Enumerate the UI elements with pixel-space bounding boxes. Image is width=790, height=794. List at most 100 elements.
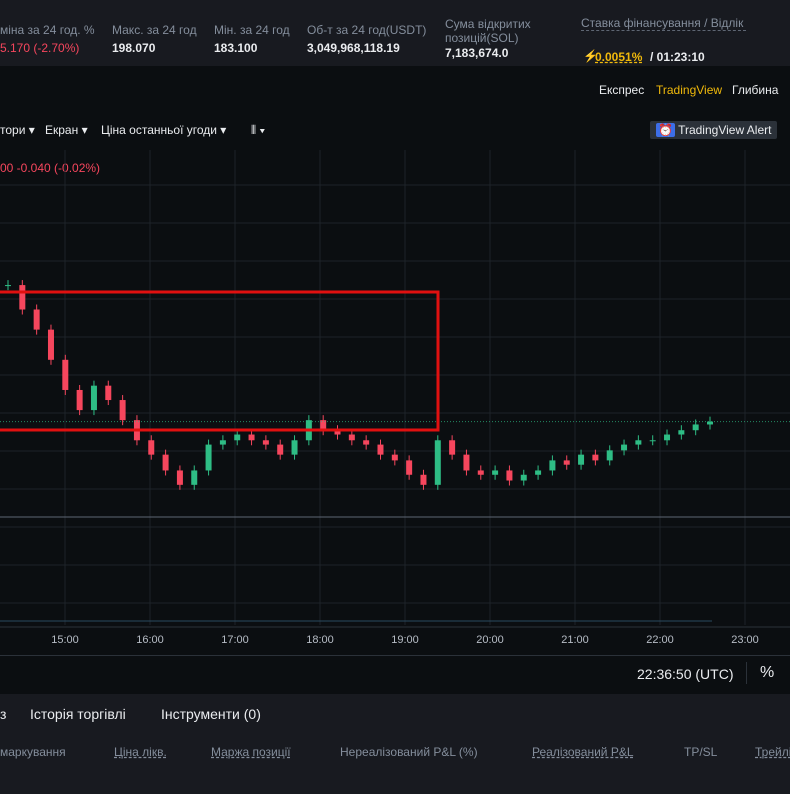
candle xyxy=(277,444,284,455)
candle xyxy=(105,385,112,401)
toolbar-text: Ціна останньої угоди xyxy=(101,123,217,137)
x-tick-label: 17:00 xyxy=(221,634,249,646)
status-bar xyxy=(0,655,790,691)
alert-icon: ⏰ xyxy=(656,123,675,137)
candle xyxy=(62,359,69,390)
candle xyxy=(463,454,470,471)
candle xyxy=(320,420,327,431)
candle xyxy=(664,434,671,441)
stat-label: міна за 24 год. % xyxy=(0,23,95,37)
ohlc-legend: 00 -0.040 (-0.02%) xyxy=(0,161,101,175)
x-tick-label: 18:00 xyxy=(306,634,334,646)
view-tab[interactable]: Глибина xyxy=(732,83,779,97)
candle xyxy=(47,329,54,360)
stat-value: 5.170 (-2.70%) xyxy=(0,41,80,55)
candle xyxy=(363,440,370,445)
candle xyxy=(162,454,169,471)
toolbar-item[interactable]: Ціна останньої угоди ▾ xyxy=(101,123,227,137)
candle xyxy=(506,470,513,481)
positions-panel xyxy=(0,690,790,794)
toolbar-item[interactable]: Екран ▾ xyxy=(45,123,88,137)
candle xyxy=(520,474,527,481)
column-header: Реалізований P&L xyxy=(532,745,634,759)
chart: 15:00 16:00 17:00 18:00 19:00 20:00 21:00 22:00… xyxy=(0,150,790,646)
candle xyxy=(176,470,183,485)
funding-countdown: / 01:23:10 xyxy=(650,50,705,64)
candle xyxy=(19,285,26,310)
candle xyxy=(635,440,642,445)
toolbar-text: тори xyxy=(0,123,26,137)
candle xyxy=(248,434,255,441)
candle xyxy=(578,454,585,465)
view-tab[interactable]: Експрес xyxy=(599,83,645,97)
alert-text: TradingView Alert xyxy=(678,123,772,137)
candle xyxy=(692,424,699,431)
stat-value: 7,183,674.0 xyxy=(445,46,509,60)
candle xyxy=(649,440,656,442)
view-tab[interactable]: TradingView xyxy=(656,83,723,97)
candle xyxy=(76,389,83,411)
toolbar-text: Екран xyxy=(45,123,79,137)
candle xyxy=(707,421,713,425)
header xyxy=(0,0,790,66)
candle xyxy=(334,430,341,435)
candle xyxy=(234,434,241,441)
percent-toggle[interactable]: % xyxy=(760,664,775,681)
x-tick-label: 21:00 xyxy=(561,634,589,646)
candle xyxy=(549,460,556,471)
bottom-tab[interactable]: Історія торгівлі xyxy=(30,706,126,722)
candle xyxy=(377,444,384,455)
candle xyxy=(449,440,456,455)
column-header: Ціна лікв. xyxy=(114,745,167,759)
funding-rate: 0.0051% xyxy=(595,50,643,64)
stat-label: Сума відкритих позицій(SOL) xyxy=(445,17,531,45)
column-header: Нереалізований P&L (%) xyxy=(340,745,478,759)
bottom-tab[interactable]: Інструменти (0) xyxy=(161,706,261,722)
x-tick-label: 23:00 xyxy=(731,634,759,646)
candle xyxy=(90,385,97,411)
clock: 22:36:50 (UTC) xyxy=(637,666,734,682)
stat-value: 183.100 xyxy=(214,41,258,55)
candle xyxy=(391,454,398,461)
x-tick-label: 15:00 xyxy=(51,634,79,646)
toolbar-item[interactable]: тори ▾ xyxy=(0,123,35,137)
candle xyxy=(205,444,212,471)
stat-label: Макс. за 24 год xyxy=(112,23,197,37)
bottom-tab[interactable]: з xyxy=(0,706,7,722)
candle xyxy=(119,400,126,421)
candle xyxy=(291,440,298,455)
candle xyxy=(33,309,40,330)
highlight-box xyxy=(0,290,440,432)
candle xyxy=(606,450,613,461)
candle xyxy=(148,440,155,455)
stat-value: 198.070 xyxy=(112,41,156,55)
candle xyxy=(563,460,570,465)
candle xyxy=(219,440,226,445)
stat-label: Мін. за 24 год xyxy=(214,23,290,37)
stat-label: Об-т за 24 год(USDT) xyxy=(307,23,427,37)
candle xyxy=(348,434,355,441)
x-tick-label: 20:00 xyxy=(476,634,504,646)
x-tick-label: 16:00 xyxy=(136,634,164,646)
candle xyxy=(477,470,484,475)
column-header: TP/SL xyxy=(684,745,718,759)
divider xyxy=(746,662,747,684)
column-header: Маржа позиції xyxy=(211,745,291,759)
x-tick-label: 19:00 xyxy=(391,634,419,646)
candle xyxy=(678,430,685,435)
candle xyxy=(592,454,599,461)
candle xyxy=(5,285,11,287)
candle xyxy=(621,444,628,451)
stat-value: 3,049,968,118.19 xyxy=(307,41,400,55)
chart-type-button[interactable]: ⫴ ▾ xyxy=(251,123,266,137)
candle xyxy=(492,470,499,475)
candle xyxy=(535,470,542,475)
candle xyxy=(434,440,441,485)
candle xyxy=(406,460,413,475)
bolt-icon: ⚡ xyxy=(583,49,598,63)
candle xyxy=(191,470,198,485)
alert-button[interactable]: ⏰ TradingView Alert xyxy=(650,121,778,139)
column-header: маркування xyxy=(0,745,66,759)
column-header: Трейлі xyxy=(755,745,790,759)
